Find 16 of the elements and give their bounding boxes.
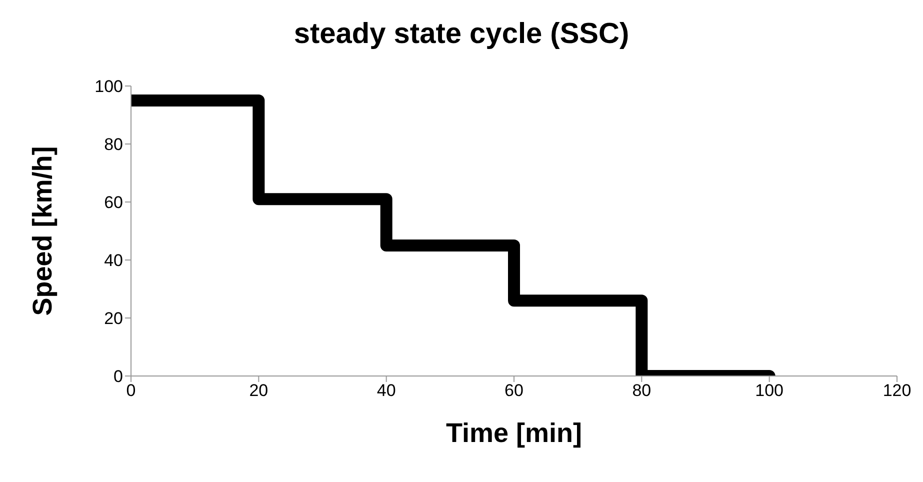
- y-tick-label: 20: [104, 309, 123, 328]
- x-tick-label: 0: [126, 381, 136, 400]
- y-tick-label: 80: [104, 135, 123, 154]
- y-tick-label: 60: [104, 193, 123, 212]
- y-axis-title: Speed [km/h]: [28, 146, 58, 316]
- x-axis-title: Time [min]: [446, 418, 582, 448]
- x-tick-label: 120: [882, 381, 912, 400]
- x-tick-label: 20: [249, 381, 268, 400]
- y-tick-label: 100: [94, 77, 123, 96]
- x-tick-label: 60: [504, 381, 524, 400]
- y-tick-label: 0: [114, 367, 123, 386]
- x-tick-label: 80: [632, 381, 652, 400]
- chart-title: steady state cycle (SSC): [292, 18, 630, 51]
- x-tick-label: 40: [376, 381, 396, 400]
- x-tick-label: 100: [755, 381, 784, 400]
- y-tick-label: 40: [104, 251, 123, 270]
